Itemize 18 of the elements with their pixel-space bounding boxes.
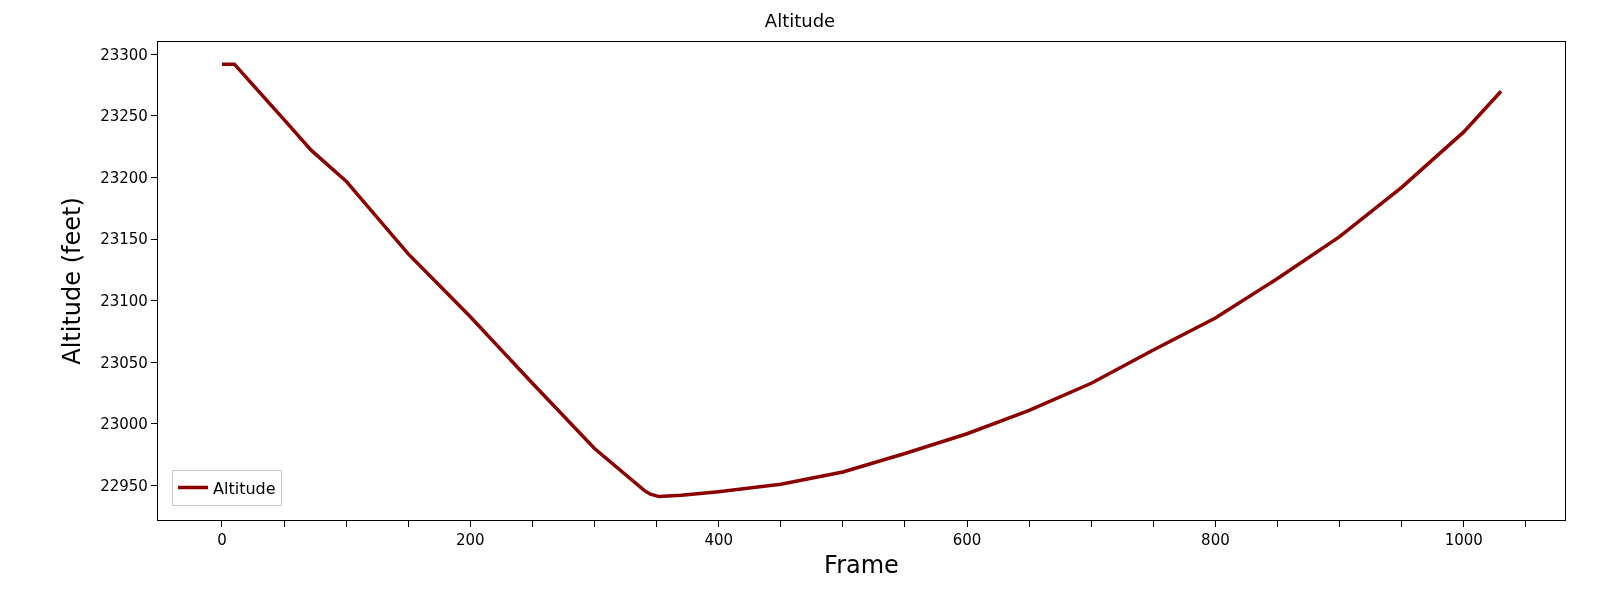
x-tick-label: 800: [1201, 531, 1230, 550]
x-axis-title: Frame: [824, 551, 899, 580]
x-tick-label: 200: [456, 531, 485, 550]
y-tick-label: 23200: [100, 168, 148, 187]
y-tick-label: 23000: [100, 415, 148, 434]
y-tick-label: 23300: [100, 45, 148, 64]
y-tick-label: 23250: [100, 107, 148, 126]
y-tick-label: 22950: [100, 476, 148, 495]
y-axis-title: Altitude (feet): [58, 197, 87, 365]
chart-title: Altitude: [764, 10, 836, 32]
legend-label: Altitude: [213, 478, 276, 498]
x-tick-label: 1000: [1444, 531, 1483, 550]
x-tick-label: 400: [704, 531, 734, 550]
x-tick-label: 0: [217, 531, 227, 550]
x-tick-label: 600: [952, 531, 982, 550]
y-tick-label: 23050: [100, 353, 148, 372]
y-tick-label: 23100: [100, 291, 148, 310]
y-tick-label: 23150: [100, 230, 148, 249]
